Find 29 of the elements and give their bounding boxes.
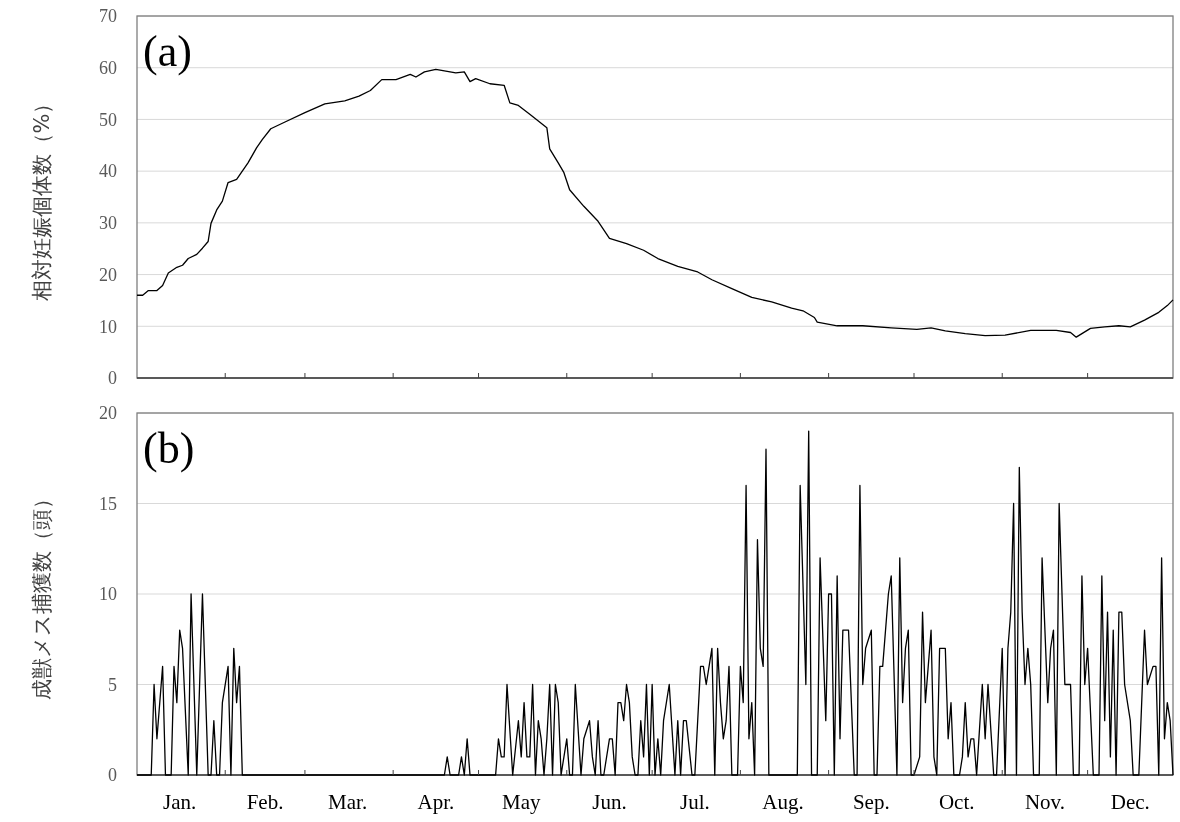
y-axis-title: 相対妊娠個体数（%）	[30, 92, 55, 302]
y-tick-label: 50	[99, 109, 117, 130]
x-tick-label: Apr.	[417, 790, 455, 814]
x-tick-label: Aug.	[762, 790, 804, 814]
x-tick-label: Mar.	[328, 790, 368, 814]
y-tick-label: 20	[99, 264, 117, 285]
y-tick-label: 0	[108, 368, 117, 389]
x-tick-label: Jan.	[163, 790, 197, 814]
x-tick-label: Nov.	[1024, 790, 1065, 814]
y-tick-label: 15	[99, 493, 117, 514]
y-tick-label: 40	[99, 161, 117, 182]
y-tick-label: 70	[99, 6, 117, 27]
chart-title: (b)	[143, 424, 195, 473]
y-tick-label: 30	[99, 213, 117, 234]
y-tick-label: 0	[108, 765, 117, 786]
y-tick-label: 60	[99, 58, 117, 79]
x-tick-label: May	[501, 790, 541, 814]
x-tick-label: Feb.	[246, 790, 284, 814]
x-tick-label: Oct.	[938, 790, 975, 814]
x-tick-label: Dec.	[1110, 790, 1150, 814]
y-tick-label: 10	[99, 584, 117, 605]
x-tick-label: Jun.	[592, 790, 627, 814]
x-tick-label: Sep.	[852, 790, 890, 814]
x-tick-label: Jul.	[679, 790, 710, 814]
y-tick-label: 20	[99, 403, 117, 424]
y-tick-label: 5	[108, 674, 117, 695]
y-tick-label: 10	[99, 316, 117, 337]
y-axis-title: 成獣メス捕獲数（頭）	[30, 488, 55, 700]
chart-title: (a)	[143, 27, 192, 76]
